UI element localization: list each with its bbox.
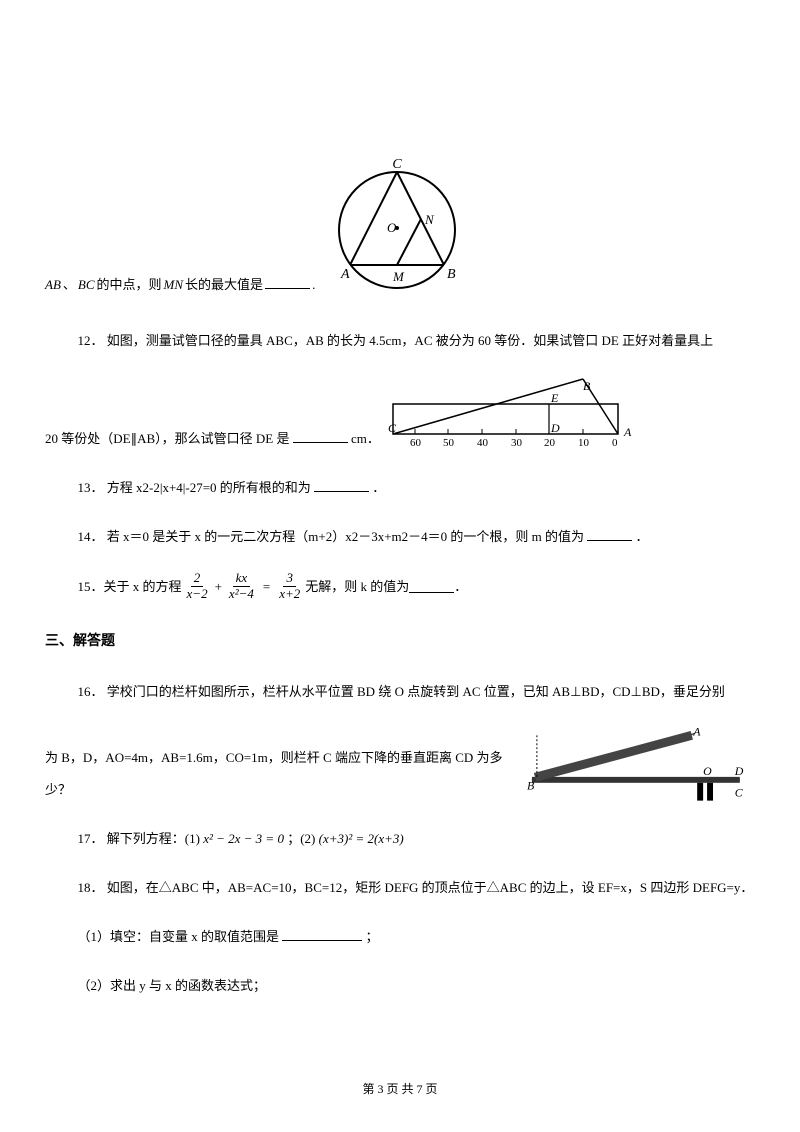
q18-1: （1）填空：自变量 x 的取值范围是 ；	[45, 921, 755, 952]
q13: 13． 方程 x2-2|x+4|-27=0 的所有根的和为 ．	[45, 472, 755, 503]
svg-text:20: 20	[544, 437, 556, 449]
q17-text1: 解下列方程：(1)	[107, 831, 200, 846]
q14-blank	[587, 527, 632, 541]
q14-text: 若 x＝0 是关于 x 的一元二次方程（m+2）x2－3x+m2－4＝0 的一个…	[107, 529, 584, 544]
q11-sep1: 、	[63, 271, 76, 300]
svg-text:D: D	[550, 421, 560, 435]
q11-t2: 长的最大值是	[185, 271, 263, 300]
q18-num: 18．	[78, 880, 104, 895]
svg-text:D: D	[734, 764, 744, 778]
q18-2-text: （2）求出 y 与 x 的函数表达式；	[78, 978, 267, 993]
q18-1-blank	[282, 927, 362, 941]
q16-line2: 为 B，D，AO=4m，AB=1.6m，CO=1m，则栏杆 C 端应下降的垂直距…	[45, 725, 755, 805]
q17-num: 17．	[78, 831, 104, 846]
svg-text:M: M	[392, 269, 405, 284]
q11-mn: MN	[164, 271, 184, 300]
svg-text:0: 0	[612, 437, 618, 449]
q18-1-text: （1）填空：自变量 x 的取值范围是	[78, 929, 280, 944]
q15-text2: 无解，则 k 的值为	[305, 571, 409, 602]
svg-text:A: A	[693, 725, 702, 738]
svg-text:50: 50	[443, 437, 455, 449]
svg-text:B: B	[527, 778, 534, 792]
q11-blank	[265, 275, 310, 289]
svg-text:B: B	[583, 379, 591, 393]
q14-num: 14．	[78, 529, 104, 544]
q12-text1: 如图，测量试管口径的量具 ABC，AB 的长为 4.5cm，AC 被分为 60 …	[107, 333, 713, 348]
svg-text:10: 10	[578, 437, 590, 449]
svg-text:A: A	[340, 267, 350, 282]
q11-bc: BC	[78, 271, 95, 300]
q13-period: ．	[372, 480, 385, 495]
svg-text:C: C	[388, 421, 397, 435]
svg-text:N: N	[424, 212, 435, 227]
q15-text1: 关于 x 的方程	[104, 571, 182, 602]
svg-text:E: E	[550, 391, 559, 405]
page-footer: 第 3 页 共 7 页	[0, 1076, 800, 1102]
q11-t1: 的中点，则	[97, 271, 162, 300]
q16-figure: A B O D C	[527, 725, 755, 805]
svg-text:C: C	[735, 785, 744, 799]
q16-num: 16．	[78, 684, 104, 699]
q15-num: 15．	[78, 571, 104, 602]
q11-text: AB 、 BC 的中点，则 MN 长的最大值是 .	[45, 271, 315, 300]
q12-text2b: cm．	[351, 431, 380, 446]
q17-eq2: (x+3)² = 2(x+3)	[319, 831, 404, 846]
svg-text:B: B	[447, 267, 456, 282]
q16-text2: 为 B，D，AO=4m，AB=1.6m，CO=1m，则栏杆 C 端应下降的垂直距…	[45, 742, 523, 804]
q12-text2a: 20 等份处（DE∥AB），那么试管口径 DE 是	[45, 431, 289, 446]
q18-1-semi: ；	[366, 929, 379, 944]
q17-sep: ；(2)	[287, 831, 315, 846]
q13-blank	[314, 478, 369, 492]
q11-ab: AB	[45, 271, 61, 300]
q17-eq1: x² − 2x − 3 = 0	[203, 831, 284, 846]
q12-blank	[293, 429, 348, 443]
svg-text:C: C	[393, 157, 403, 172]
q18: 18． 如图，在△ABC 中，AB=AC=10，BC=12，矩形 DEFG 的顶…	[45, 872, 755, 903]
q15-period: ．	[454, 571, 467, 602]
q15-blank	[409, 579, 454, 593]
q16-line1: 16． 学校门口的栏杆如图所示，栏杆从水平位置 BD 绕 O 点旋转到 AC 位…	[45, 676, 755, 707]
svg-text:O: O	[704, 764, 713, 778]
svg-text:30: 30	[511, 437, 523, 449]
svg-text:O: O	[387, 220, 397, 235]
q12-line1: 12． 如图，测量试管口径的量具 ABC，AB 的长为 4.5cm，AC 被分为…	[45, 325, 755, 356]
q12-line2: 20 等份处（DE∥AB），那么试管口径 DE 是 cm． B E C D A …	[45, 374, 755, 454]
q13-num: 13．	[78, 480, 104, 495]
q13-text: 方程 x2-2|x+4|-27=0 的所有根的和为	[107, 480, 311, 495]
q18-text: 如图，在△ABC 中，AB=AC=10，BC=12，矩形 DEFG 的顶点位于△…	[107, 880, 754, 895]
q11-row: AB 、 BC 的中点，则 MN 长的最大值是 . C O N A M B	[45, 150, 755, 300]
q15-equation: 2x−2 + kxx²−4 = 3x+2	[182, 571, 306, 602]
q16-text1: 学校门口的栏杆如图所示，栏杆从水平位置 BD 绕 O 点旋转到 AC 位置，已知…	[107, 684, 725, 699]
svg-text:40: 40	[477, 437, 489, 449]
q15: 15． 关于 x 的方程 2x−2 + kxx²−4 = 3x+2 无解，则 k…	[45, 571, 755, 602]
q17: 17． 解下列方程：(1) x² − 2x − 3 = 0 ；(2) (x+3)…	[45, 823, 755, 854]
q14-period: ．	[636, 529, 649, 544]
q18-2: （2）求出 y 与 x 的函数表达式；	[45, 970, 755, 1001]
q11-figure: C O N A M B	[325, 150, 470, 305]
svg-text:60: 60	[410, 437, 422, 449]
q14: 14． 若 x＝0 是关于 x 的一元二次方程（m+2）x2－3x+m2－4＝0…	[45, 521, 755, 552]
q12-num: 12．	[78, 333, 104, 348]
section-3-title: 三、解答题	[45, 627, 755, 658]
svg-text:A: A	[623, 425, 632, 439]
q12-figure: B E C D A 60 50 40 30 20 10 0	[388, 374, 638, 454]
q11-period: .	[312, 271, 315, 300]
